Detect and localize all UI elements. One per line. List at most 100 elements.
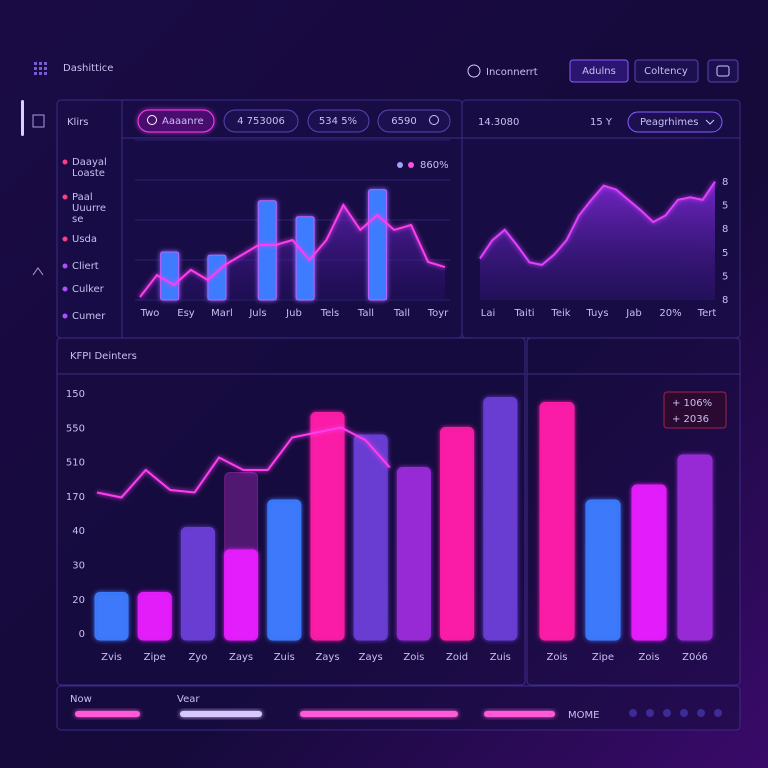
grid-icon (34, 62, 47, 75)
bar (631, 484, 667, 641)
bar (368, 189, 388, 301)
button[interactable] (634, 59, 699, 83)
label: Now (70, 694, 92, 705)
label: 170 (66, 492, 85, 503)
search-icon (429, 115, 439, 125)
icon (716, 65, 730, 77)
label: 150 (66, 389, 85, 400)
label: Adulns (582, 66, 616, 77)
label: se (72, 214, 83, 225)
label: Tall (357, 308, 374, 319)
label: 510 (66, 458, 85, 469)
menu-icon[interactable] (32, 114, 45, 128)
label: 8 (722, 177, 728, 188)
label: Tels (320, 308, 340, 319)
label: Paal (72, 192, 93, 203)
label: 40 (72, 526, 85, 537)
label: 20% (659, 308, 681, 319)
label: Toyr (427, 308, 449, 319)
label: Marl (211, 308, 233, 319)
label: + 2036 (672, 414, 709, 425)
label: Zvis (101, 652, 122, 663)
bar (353, 434, 388, 641)
search-icon (147, 115, 157, 125)
page-dots (629, 709, 722, 717)
label: Juls (248, 308, 266, 319)
label: 5 (722, 271, 728, 282)
legend-dot (62, 286, 68, 292)
panel-title: KFPI Deinters (70, 351, 137, 362)
legend-dot (62, 313, 68, 319)
bar (224, 549, 259, 641)
badge (663, 391, 727, 429)
bar (677, 454, 713, 641)
label: Zois (547, 652, 568, 663)
label: 6590 (391, 116, 416, 127)
bar (295, 216, 315, 301)
bar (585, 499, 621, 641)
legend-dot (408, 162, 414, 168)
label: Tuys (585, 308, 608, 319)
label: Coltency (644, 66, 688, 77)
label: Two (140, 308, 160, 319)
bar (257, 200, 277, 301)
label: 8 (722, 224, 728, 235)
label: Tall (393, 308, 410, 319)
pill[interactable] (307, 109, 370, 133)
label: Zays (315, 652, 339, 663)
bar (267, 499, 302, 641)
label: Daayal (72, 157, 107, 168)
bar (483, 397, 518, 641)
label: Inconnerrt (486, 67, 538, 78)
legend-dot (62, 263, 68, 269)
area-line (479, 181, 716, 266)
label: Klirs (67, 117, 88, 128)
dropdown[interactable] (627, 111, 723, 133)
label: Esy (177, 308, 195, 319)
progress-bar (180, 711, 262, 717)
bar (539, 402, 575, 641)
bar (440, 427, 475, 641)
pill[interactable] (223, 109, 299, 133)
label: Zays (229, 652, 253, 663)
label: Cumer (72, 311, 106, 322)
label: 5 (722, 248, 728, 259)
label: Zois (403, 652, 424, 663)
label: Zipe (592, 652, 614, 663)
label: Vear (177, 694, 200, 705)
label: Usda (72, 234, 97, 245)
label: Tert (697, 308, 717, 319)
label: Zoid (446, 652, 468, 663)
label: Taiti (513, 308, 534, 319)
label: Peagrhimes (640, 117, 698, 128)
status-icon (467, 64, 481, 78)
label: 0 (79, 629, 85, 640)
area (480, 181, 715, 300)
bar (94, 592, 129, 641)
label: + 106% (672, 398, 712, 409)
icon-button[interactable] (707, 59, 739, 83)
button[interactable] (569, 59, 629, 83)
sidebar-accent (21, 100, 24, 136)
footer-panel (56, 685, 741, 731)
chevron (705, 119, 715, 125)
label: Jub (285, 308, 302, 319)
label: Zays (359, 652, 383, 663)
label: 14.3080 (478, 117, 519, 128)
label: Uuurre (72, 203, 106, 214)
bar (180, 527, 215, 641)
label: 860% (420, 160, 449, 171)
search-pill[interactable] (137, 109, 215, 133)
progress-bar (75, 711, 140, 717)
label: Zuis (490, 652, 511, 663)
line (96, 426, 391, 499)
legend-dot (397, 162, 403, 168)
bar (207, 254, 227, 301)
bar (396, 467, 431, 641)
side-icon[interactable] (32, 267, 44, 276)
label: Zuis (274, 652, 295, 663)
progress-bar (300, 711, 458, 717)
bar (137, 592, 172, 641)
